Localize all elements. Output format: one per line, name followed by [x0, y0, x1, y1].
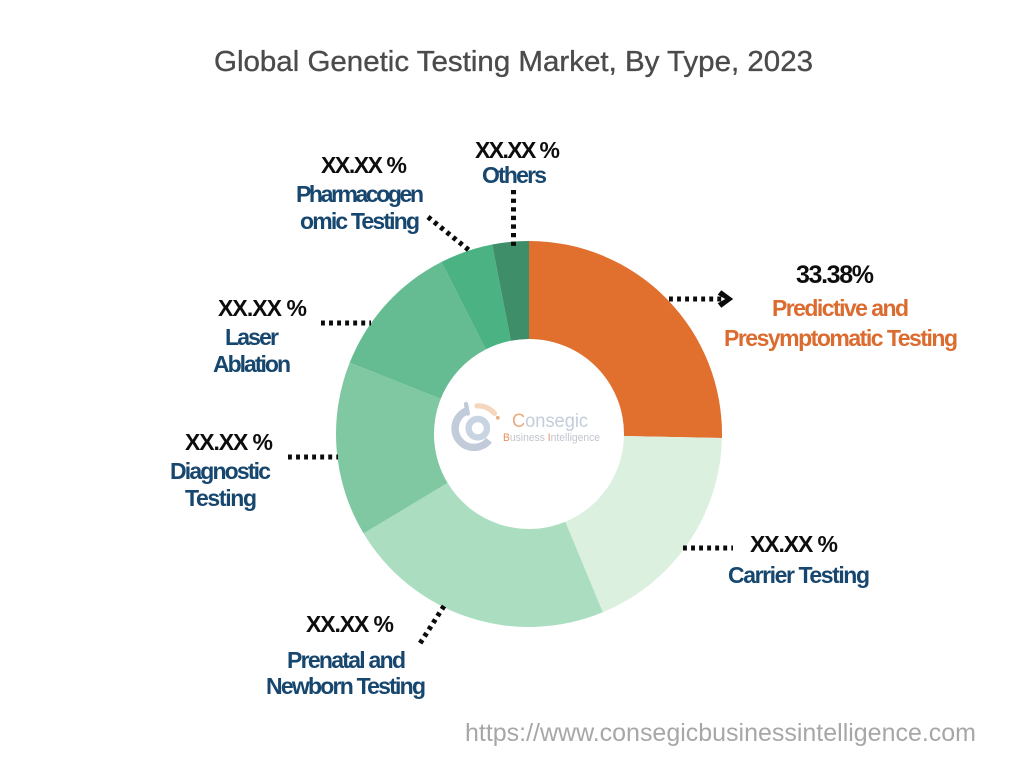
svg-text:Newborn Testing: Newborn Testing: [266, 673, 426, 699]
svg-text:Presymptomatic Testing: Presymptomatic Testing: [724, 325, 958, 351]
svg-text:XX.XX %: XX.XX %: [185, 429, 273, 455]
svg-text:Others: Others: [482, 162, 547, 188]
svg-text:Diagnostic: Diagnostic: [170, 458, 271, 484]
svg-text:https://www.consegicbusinessin: https://www.consegicbusinessintelligence…: [465, 719, 976, 747]
svg-text:33.38%: 33.38%: [796, 261, 874, 289]
svg-text:Business Intelligence: Business Intelligence: [503, 432, 600, 444]
svg-text:Consegic: Consegic: [512, 410, 588, 432]
svg-text:XX.XX %: XX.XX %: [750, 531, 838, 557]
svg-text:omic Testing: omic Testing: [300, 208, 420, 234]
svg-text:Testing: Testing: [185, 485, 257, 511]
svg-text:Ablation: Ablation: [213, 351, 291, 377]
svg-text:Pharmacogen: Pharmacogen: [296, 181, 424, 207]
svg-text:Carrier Testing: Carrier Testing: [728, 562, 870, 588]
svg-text:XX.XX %: XX.XX %: [321, 152, 407, 178]
svg-text:XX.XX %: XX.XX %: [306, 611, 394, 637]
svg-text:Prenatal and: Prenatal and: [287, 647, 406, 673]
svg-text:Global Genetic Testing Market,: Global Genetic Testing Market, By Type, …: [214, 46, 813, 78]
svg-text:Laser: Laser: [225, 324, 279, 350]
svg-text:XX.XX %: XX.XX %: [218, 295, 307, 321]
svg-text:XX.XX %: XX.XX %: [475, 137, 560, 163]
svg-text:Predictive and: Predictive and: [772, 295, 909, 321]
